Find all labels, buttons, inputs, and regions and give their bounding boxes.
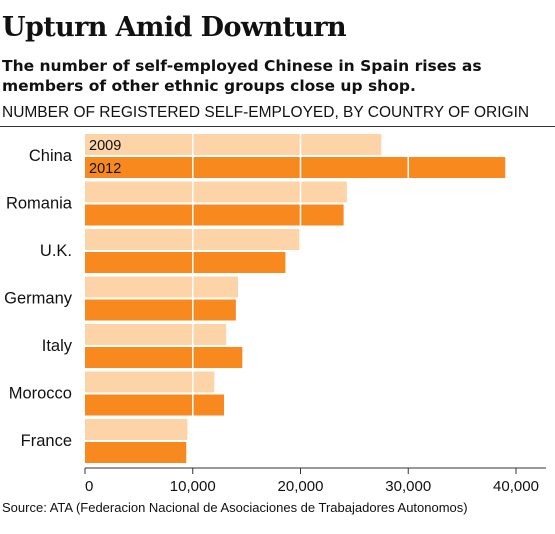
- chart-title: Upturn Amid Downturn: [2, 12, 347, 43]
- bar-2009: [85, 419, 188, 440]
- category-label: U.K.: [40, 242, 72, 260]
- bar-2012: [85, 394, 224, 416]
- category-label: Romania: [6, 195, 73, 213]
- chart-section-label: NUMBER OF REGISTERED SELF-EMPLOYED, BY C…: [2, 104, 530, 121]
- category-label: Morocco: [9, 385, 72, 403]
- chart-subtitle: The number of self-employed Chinese in S…: [2, 57, 482, 95]
- bar-2012: [85, 204, 344, 226]
- bar-2009: [85, 371, 215, 393]
- legend-label: 2012: [89, 161, 121, 177]
- x-tick-label: 40,000: [493, 478, 539, 495]
- x-tick-label: 30,000: [385, 478, 431, 495]
- x-tick-label: 20,000: [278, 478, 324, 495]
- bar-2012: [85, 299, 236, 321]
- x-tick-label: 0: [85, 478, 93, 495]
- bar-2009: [85, 276, 239, 298]
- legend-label: 2009: [89, 138, 121, 154]
- bar-2012: [85, 252, 286, 273]
- bar-2009: [85, 134, 382, 155]
- source-note: Source: ATA (Federacion Nacional de Asoc…: [2, 500, 468, 515]
- header-rule: [0, 126, 555, 127]
- category-label: Germany: [4, 290, 73, 308]
- bar-2012: [85, 442, 187, 463]
- category-label: France: [21, 432, 72, 450]
- bar-2012: [85, 157, 506, 178]
- category-label: China: [29, 147, 73, 165]
- bar-2009: [85, 181, 347, 203]
- bar-2012: [85, 347, 243, 368]
- x-tick-label: 10,000: [170, 478, 216, 495]
- bar-2009: [85, 324, 227, 345]
- category-label: Italy: [42, 337, 73, 355]
